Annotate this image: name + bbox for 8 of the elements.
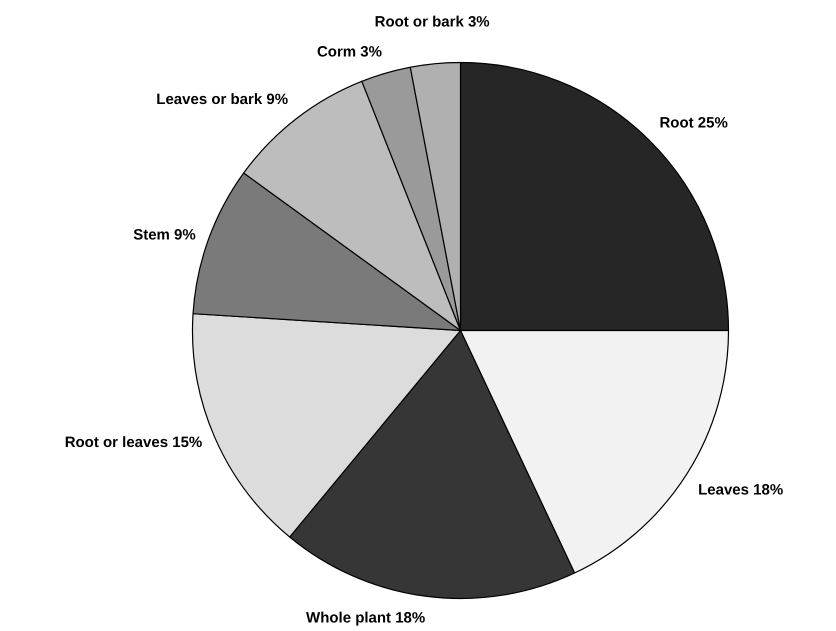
slice-label: Stem 9% [133, 226, 196, 244]
slice-label: Leaves 18% [698, 481, 784, 498]
slice-label: Corm 3% [316, 43, 382, 60]
slice-label: Root or leaves 15% [64, 434, 202, 451]
slice-label: Leaves or bark 9% [156, 91, 288, 108]
slice-label: Whole plant 18% [306, 610, 426, 627]
slice-label: Root 25% [659, 114, 728, 132]
slice-label: Root or bark 3% [374, 13, 490, 30]
